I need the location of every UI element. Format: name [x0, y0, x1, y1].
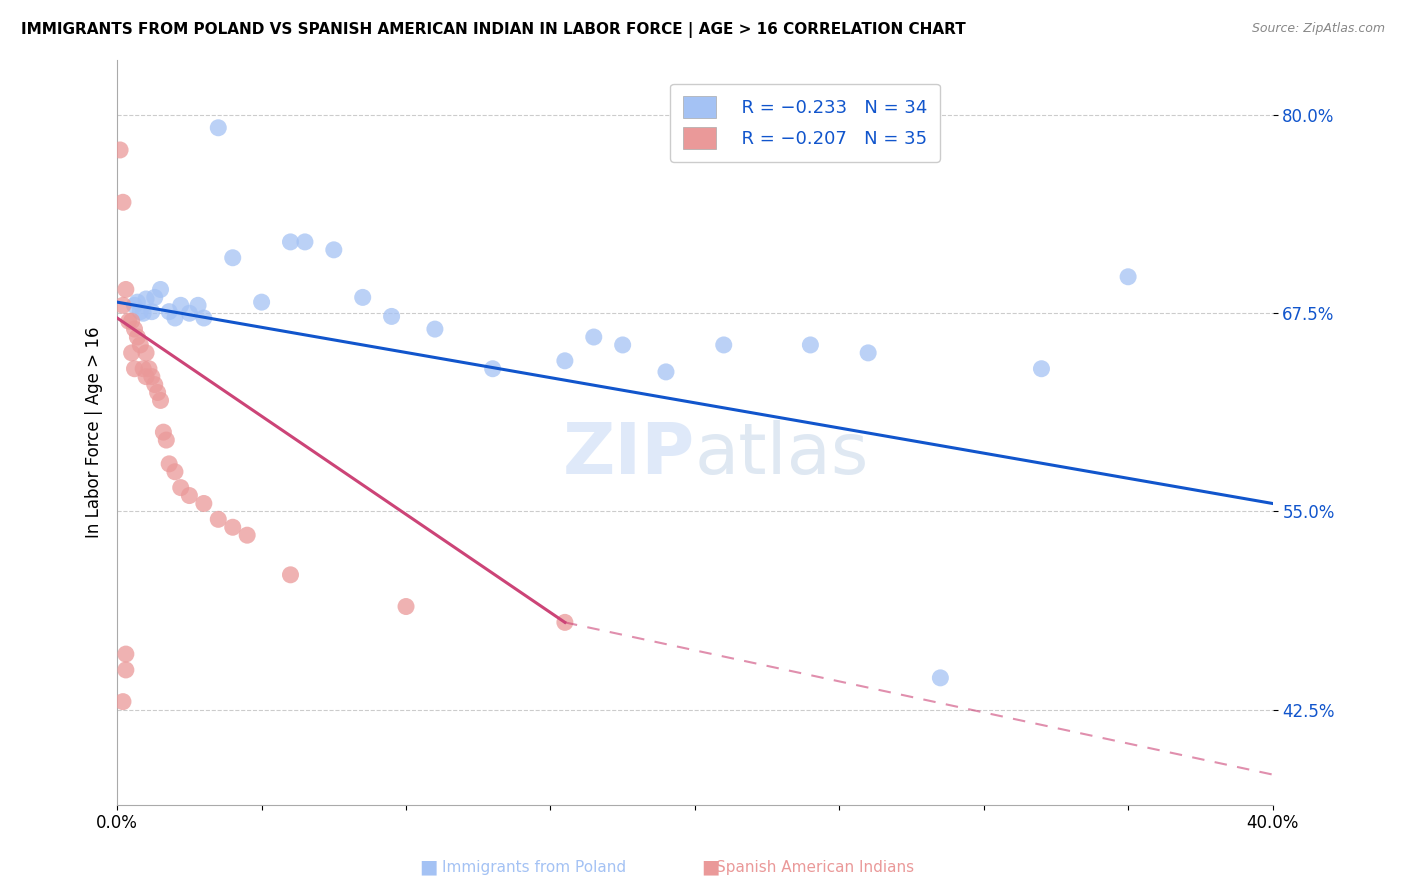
Point	[352, 290, 374, 304]
Point	[135, 292, 157, 306]
Point	[423, 322, 446, 336]
Point	[193, 311, 215, 326]
Point	[1116, 269, 1139, 284]
Point	[170, 298, 193, 312]
Point	[129, 304, 152, 318]
Point	[124, 361, 146, 376]
Legend:   R = −0.233   N = 34,   R = −0.207   N = 35: R = −0.233 N = 34, R = −0.207 N = 35	[671, 84, 941, 161]
Point	[294, 235, 316, 249]
Point	[127, 295, 149, 310]
Point	[146, 385, 169, 400]
Point	[138, 361, 160, 376]
Point	[155, 433, 177, 447]
Point	[1031, 361, 1053, 376]
Point	[149, 283, 172, 297]
Text: ZIP: ZIP	[562, 420, 695, 489]
Point	[135, 346, 157, 360]
Point	[115, 663, 138, 677]
Point	[157, 304, 180, 318]
Point	[129, 338, 152, 352]
Point	[856, 346, 879, 360]
Point	[132, 306, 155, 320]
Point	[118, 314, 141, 328]
Point	[132, 361, 155, 376]
Point	[207, 120, 229, 135]
Point	[381, 310, 404, 324]
Point	[481, 361, 503, 376]
Text: Spanish American Indians: Spanish American Indians	[717, 860, 914, 874]
Point	[655, 365, 678, 379]
Point	[554, 615, 576, 630]
Point	[149, 393, 172, 408]
Point	[250, 295, 273, 310]
Point	[395, 599, 418, 614]
Point	[236, 528, 259, 542]
Point	[121, 346, 143, 360]
Point	[111, 695, 134, 709]
Point	[170, 481, 193, 495]
Text: ■: ■	[419, 857, 439, 877]
Point	[111, 298, 134, 312]
Point	[135, 369, 157, 384]
Point	[799, 338, 821, 352]
Point	[124, 298, 146, 312]
Point	[207, 512, 229, 526]
Point	[179, 489, 201, 503]
Point	[280, 235, 302, 249]
Point	[163, 465, 186, 479]
Point	[187, 298, 209, 312]
Point	[143, 377, 166, 392]
Point	[108, 143, 131, 157]
Point	[612, 338, 634, 352]
Point	[222, 251, 245, 265]
Point	[143, 290, 166, 304]
Point	[179, 306, 201, 320]
Point	[163, 311, 186, 326]
Point	[322, 243, 344, 257]
Point	[115, 283, 138, 297]
Point	[193, 496, 215, 510]
Point	[127, 330, 149, 344]
Point	[111, 195, 134, 210]
Text: IMMIGRANTS FROM POLAND VS SPANISH AMERICAN INDIAN IN LABOR FORCE | AGE > 16 CORR: IMMIGRANTS FROM POLAND VS SPANISH AMERIC…	[21, 22, 966, 38]
Point	[115, 647, 138, 661]
Point	[713, 338, 735, 352]
Point	[554, 353, 576, 368]
Point	[121, 314, 143, 328]
Point	[141, 369, 163, 384]
Text: ■: ■	[700, 857, 720, 877]
Point	[582, 330, 605, 344]
Text: Immigrants from Poland: Immigrants from Poland	[443, 860, 626, 874]
Text: atlas: atlas	[695, 420, 869, 489]
Point	[222, 520, 245, 534]
Point	[157, 457, 180, 471]
Point	[152, 425, 174, 439]
Point	[929, 671, 952, 685]
Point	[141, 304, 163, 318]
Y-axis label: In Labor Force | Age > 16: In Labor Force | Age > 16	[86, 326, 103, 538]
Text: Source: ZipAtlas.com: Source: ZipAtlas.com	[1251, 22, 1385, 36]
Point	[280, 567, 302, 582]
Point	[124, 322, 146, 336]
